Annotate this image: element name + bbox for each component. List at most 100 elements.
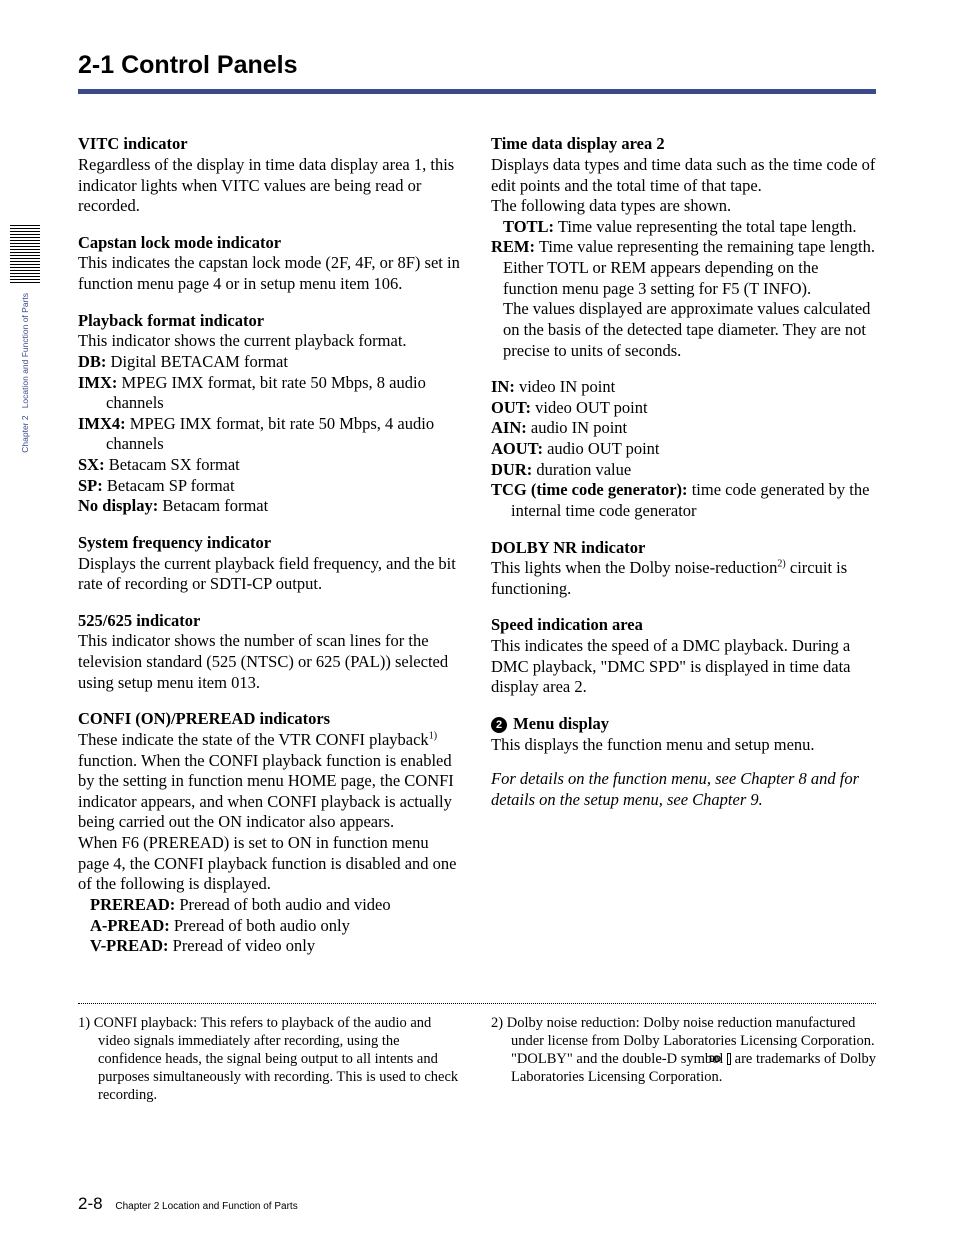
- term: IN:: [491, 377, 515, 396]
- playback-intro: This indicator shows the current playbac…: [78, 331, 463, 352]
- footnotes-rule: [78, 1003, 876, 1004]
- desc: video IN point: [515, 377, 615, 396]
- confi-entry: CONFI (ON)/PREREAD indicators These indi…: [78, 709, 463, 957]
- left-column: VITC indicator Regardless of the display…: [78, 134, 463, 973]
- dolby-body: This lights when the Dolby noise-reducti…: [491, 558, 876, 599]
- speed-head: Speed indication area: [491, 615, 876, 636]
- footnote-2-num: 2): [491, 1015, 503, 1031]
- lines-head: 525/625 indicator: [78, 611, 463, 632]
- speed-entry: Speed indication area This indicates the…: [491, 615, 876, 698]
- term: A-PREAD:: [90, 916, 170, 935]
- tdd2-totl: TOTL: Time value representing the total …: [491, 217, 876, 238]
- tdd2-point: IN: video IN point: [491, 377, 876, 398]
- term: No display:: [78, 496, 158, 515]
- title-rule: [78, 89, 876, 94]
- tdd2-entry: Time data display area 2 Displays data t…: [491, 134, 876, 521]
- confi-body1: These indicate the state of the VTR CONF…: [78, 730, 463, 833]
- confi-body1b: function. When the CONFI playback functi…: [78, 751, 454, 832]
- menu-entry: 2 Menu display This displays the functio…: [491, 714, 876, 811]
- desc: MPEG IMX format, bit rate 50 Mbps, 4 aud…: [106, 414, 434, 454]
- playback-item: IMX4: MPEG IMX format, bit rate 50 Mbps,…: [78, 414, 463, 455]
- term: AIN:: [491, 418, 527, 437]
- desc: MPEG IMX format, bit rate 50 Mbps, 8 aud…: [106, 373, 426, 413]
- menu-body: This displays the function menu and setu…: [491, 735, 876, 756]
- tdd2-note1: Either TOTL or REM appears depending on …: [491, 258, 876, 299]
- circled-number-icon: 2: [491, 717, 507, 733]
- page-footer: 2-8 Chapter 2 Location and Function of P…: [78, 1193, 298, 1214]
- footnote-1: 1) CONFI playback: This refers to playba…: [78, 1014, 463, 1105]
- desc: Preread of both audio only: [170, 916, 350, 935]
- footnotes: 1) CONFI playback: This refers to playba…: [78, 1014, 876, 1105]
- footer-chapter: Chapter 2 Location and Function of Parts: [115, 1201, 297, 1212]
- tdd2-point: AOUT: audio OUT point: [491, 439, 876, 460]
- desc: Digital BETACAM format: [106, 352, 288, 371]
- term: AOUT:: [491, 439, 543, 458]
- playback-item: No display: Betacam format: [78, 496, 463, 517]
- side-tab: Chapter 2 Location and Function of Parts: [10, 225, 40, 453]
- side-chapter-title: Location and Function of Parts: [20, 293, 30, 408]
- speed-body: This indicates the speed of a DMC playba…: [491, 636, 876, 698]
- tdd2-point: AIN: audio IN point: [491, 418, 876, 439]
- side-tab-lines: [10, 225, 40, 285]
- term: SP:: [78, 476, 103, 495]
- side-tab-text: Chapter 2 Location and Function of Parts: [20, 293, 31, 453]
- menu-note: For details on the function menu, see Ch…: [491, 769, 876, 810]
- desc: audio IN point: [527, 418, 627, 437]
- page-header: 2-1 Control Panels: [78, 50, 876, 94]
- playback-item: IMX: MPEG IMX format, bit rate 50 Mbps, …: [78, 373, 463, 414]
- term: DB:: [78, 352, 106, 371]
- playback-item: DB: Digital BETACAM format: [78, 352, 463, 373]
- tdd2-intro1: Displays data types and time data such a…: [491, 155, 876, 196]
- tdd2-head: Time data display area 2: [491, 134, 876, 155]
- tdd2-point: DUR: duration value: [491, 460, 876, 481]
- desc: Time value representing the remaining ta…: [535, 237, 875, 256]
- desc: Betacam format: [158, 496, 268, 515]
- desc: Betacam SX format: [105, 455, 240, 474]
- footnote-col-right: 2) Dolby noise reduction: Dolby noise re…: [491, 1014, 876, 1105]
- content-columns: VITC indicator Regardless of the display…: [78, 134, 876, 973]
- term: TOTL:: [503, 217, 554, 236]
- term: TCG (time code generator):: [491, 480, 688, 499]
- desc: Betacam SP format: [103, 476, 235, 495]
- playback-item: SX: Betacam SX format: [78, 455, 463, 476]
- section-title: 2-1 Control Panels: [78, 50, 876, 81]
- term: IMX4:: [78, 414, 126, 433]
- term: SX:: [78, 455, 105, 474]
- term: PREREAD:: [90, 895, 175, 914]
- playback-head: Playback format indicator: [78, 311, 463, 332]
- desc: Preread of both audio and video: [175, 895, 390, 914]
- footnote-1-text: CONFI playback: This refers to playback …: [90, 1015, 458, 1104]
- tdd2-note2: The values displayed are approximate val…: [491, 299, 876, 361]
- capstan-body: This indicates the capstan lock mode (2F…: [78, 253, 463, 294]
- tdd2-point: OUT: video OUT point: [491, 398, 876, 419]
- menu-head-text: Menu display: [509, 714, 609, 733]
- term: REM:: [491, 237, 535, 256]
- playback-item: SP: Betacam SP format: [78, 476, 463, 497]
- term: OUT:: [491, 398, 531, 417]
- dolby-body-a: This lights when the Dolby noise-reducti…: [491, 558, 777, 577]
- tdd2-intro2: The following data types are shown.: [491, 196, 876, 217]
- vitc-head: VITC indicator: [78, 134, 463, 155]
- sysfreq-head: System frequency indicator: [78, 533, 463, 554]
- lines-entry: 525/625 indicator This indicator shows t…: [78, 611, 463, 694]
- footnote-2: 2) Dolby noise reduction: Dolby noise re…: [491, 1014, 876, 1087]
- term: IMX:: [78, 373, 117, 392]
- vitc-body: Regardless of the display in time data d…: [78, 155, 463, 217]
- desc: audio OUT point: [543, 439, 660, 458]
- page-number: 2-8: [78, 1194, 103, 1213]
- menu-head: 2 Menu display: [491, 714, 876, 735]
- confi-head: CONFI (ON)/PREREAD indicators: [78, 709, 463, 730]
- tdd2-point: TCG (time code generator): time code gen…: [491, 480, 876, 521]
- confi-item: PREREAD: Preread of both audio and video: [78, 895, 463, 916]
- term: DUR:: [491, 460, 532, 479]
- dolby-head: DOLBY NR indicator: [491, 538, 876, 559]
- desc: duration value: [532, 460, 631, 479]
- tdd2-rem: REM: Time value representing the remaini…: [491, 237, 876, 258]
- playback-entry: Playback format indicator This indicator…: [78, 311, 463, 517]
- confi-body1a: These indicate the state of the VTR CONF…: [78, 730, 429, 749]
- desc: Time value representing the total tape l…: [554, 217, 856, 236]
- sysfreq-entry: System frequency indicator Displays the …: [78, 533, 463, 595]
- section-title-text: Control Panels: [121, 51, 297, 79]
- desc: video OUT point: [531, 398, 648, 417]
- side-chapter-label: Chapter 2: [20, 415, 30, 452]
